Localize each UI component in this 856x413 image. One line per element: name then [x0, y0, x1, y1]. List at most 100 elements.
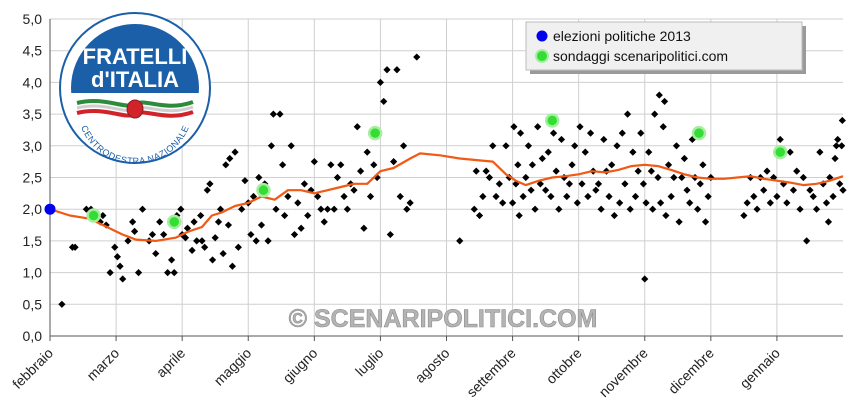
- scenaripolitici-points: [86, 113, 788, 230]
- poll-point: [538, 154, 546, 163]
- poll-point: [181, 234, 190, 242]
- poll-point: [524, 142, 533, 150]
- poll-point: [152, 249, 160, 258]
- poll-point: [816, 148, 824, 156]
- x-tick-label: luglio: [352, 345, 387, 380]
- scenaripolitici-point: [256, 182, 271, 198]
- poll-point: [597, 205, 605, 213]
- poll-point: [337, 161, 345, 169]
- poll-point: [231, 148, 239, 156]
- poll-point: [228, 262, 236, 270]
- poll-point: [247, 230, 255, 239]
- y-tick-label: 4,5: [23, 43, 43, 59]
- poll-point: [203, 186, 211, 194]
- poll-point: [177, 205, 185, 213]
- poll-point: [824, 218, 833, 226]
- x-tick-label: settembre: [463, 345, 518, 400]
- poll-point: [659, 123, 667, 131]
- poll-point: [773, 192, 781, 201]
- poll-point: [647, 167, 655, 175]
- poll-point: [113, 253, 122, 261]
- watermark: © SCENARIPOLITICI.COM: [289, 305, 598, 333]
- poll-point: [380, 97, 388, 106]
- poll-point: [198, 237, 206, 245]
- y-tick-label: 4,0: [23, 74, 43, 90]
- poll-point: [208, 256, 217, 264]
- poll-point: [515, 211, 523, 220]
- poll-point: [672, 142, 681, 150]
- poll-point: [839, 186, 847, 194]
- poll-point: [269, 110, 277, 118]
- poll-point: [343, 205, 351, 213]
- poll-point: [660, 97, 669, 106]
- poll-point: [694, 205, 702, 213]
- poll-point: [686, 199, 694, 207]
- poll-point: [649, 205, 657, 213]
- poll-point: [573, 199, 581, 207]
- poll-point: [568, 161, 576, 169]
- y-tick-label: 5,0: [23, 11, 43, 27]
- poll-point: [188, 246, 196, 255]
- poll-point: [238, 205, 246, 213]
- poll-point: [383, 66, 391, 74]
- poll-point: [519, 192, 527, 201]
- poll-point: [314, 192, 322, 201]
- poll-point: [406, 199, 414, 207]
- legend-scenaripolitici-label: sondaggi scenaripolitici.com: [553, 48, 728, 64]
- poll-point: [793, 167, 801, 175]
- x-tick-label: febbraio: [9, 345, 56, 392]
- poll-point: [678, 173, 686, 182]
- y-tick-label: 3,5: [23, 106, 43, 122]
- poll-point: [626, 205, 634, 213]
- poll-point: [330, 205, 338, 213]
- poll-point: [822, 199, 831, 207]
- poll-point: [156, 218, 164, 226]
- poll-point: [356, 167, 365, 175]
- poll-point: [621, 180, 629, 188]
- poll-point: [510, 123, 518, 131]
- poll-point: [563, 192, 571, 201]
- poll-point: [479, 192, 487, 201]
- poll-point: [111, 243, 119, 251]
- poll-point: [776, 135, 784, 144]
- poll-point: [654, 173, 662, 182]
- poll-point: [167, 256, 176, 264]
- poll-point: [350, 186, 358, 194]
- poll-point: [655, 91, 663, 99]
- poll-point: [743, 199, 751, 207]
- poll-point: [287, 142, 295, 150]
- poll-point: [829, 192, 837, 201]
- poll-point: [645, 148, 653, 156]
- poll-point: [528, 161, 537, 169]
- poll-point: [832, 142, 840, 150]
- poll-point: [297, 224, 305, 232]
- x-tick-label: aprile: [153, 345, 189, 381]
- poll-point: [600, 135, 608, 144]
- poll-point: [470, 205, 478, 213]
- poll-point: [124, 237, 132, 245]
- poll-point: [129, 218, 137, 226]
- poll-point: [826, 173, 834, 182]
- legend-box: [525, 21, 803, 71]
- poll-point: [836, 180, 844, 188]
- poll-point: [211, 234, 219, 242]
- poll-point: [363, 148, 371, 156]
- poll-point: [670, 173, 678, 182]
- poll-point: [495, 180, 503, 188]
- poll-point: [489, 142, 497, 150]
- poll-point: [164, 269, 172, 277]
- poll-point: [639, 180, 648, 188]
- y-tick-label: 2,5: [23, 170, 43, 186]
- poll-point: [294, 199, 302, 207]
- scenaripolitici-point: [772, 144, 788, 160]
- poll-point: [664, 161, 673, 169]
- poll-point: [183, 224, 192, 232]
- poll-point: [605, 192, 613, 201]
- poll-point: [618, 129, 626, 137]
- y-tick-label: 0,5: [23, 296, 43, 312]
- poll-point: [831, 154, 839, 163]
- poll-point: [492, 192, 500, 201]
- poll-point: [310, 158, 318, 166]
- poll-point: [696, 180, 704, 188]
- poll-point: [327, 161, 335, 169]
